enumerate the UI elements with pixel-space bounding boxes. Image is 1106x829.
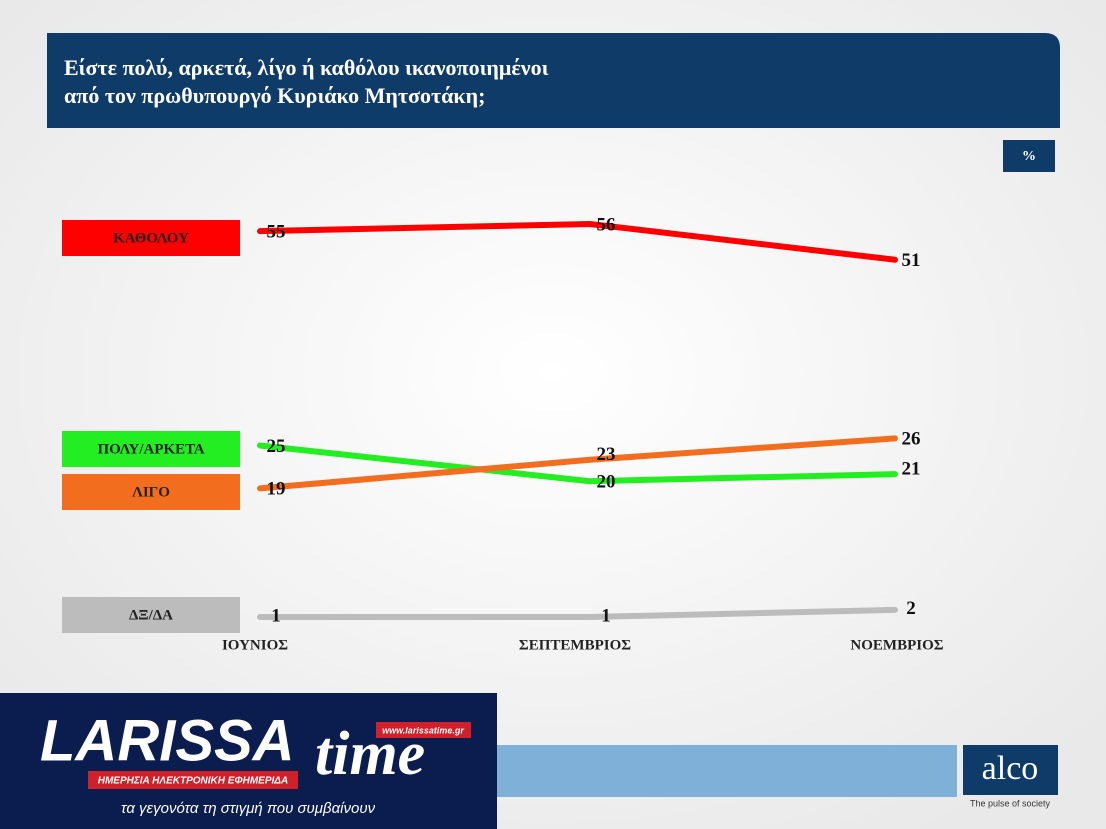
- data-label: 51: [902, 250, 921, 271]
- alco-logo: [963, 745, 1058, 795]
- x-tick-label: ΣΕΠΤΕΜΒΡΙΟΣ: [519, 637, 631, 653]
- unit-badge: [1003, 140, 1055, 172]
- x-tick-label: ΙΟΥΝΙΟΣ: [222, 637, 288, 653]
- x-tick-label: ΝΟΕΜΒΡΙΟΣ: [850, 637, 943, 653]
- slogan: τα γεγονότα τη στιγμή που συμβαίνουν: [121, 800, 376, 817]
- series-line: [257, 435, 898, 492]
- data-label: 1: [271, 605, 281, 626]
- larissa-text: LARISSA: [40, 708, 295, 773]
- banner: [88, 771, 298, 789]
- series-line: [257, 442, 898, 485]
- legend-box: [62, 597, 240, 633]
- data-label: 25: [267, 436, 286, 457]
- legend-box: [62, 431, 240, 467]
- data-label: 2: [906, 598, 916, 619]
- data-label: 55: [267, 222, 286, 243]
- url-tag: [376, 722, 471, 738]
- legend-box: [62, 474, 240, 510]
- series-line: [257, 606, 898, 620]
- unit-label: %: [1022, 149, 1036, 164]
- data-label: 23: [597, 444, 616, 465]
- legend-box: [62, 220, 240, 256]
- data-label: 20: [597, 472, 616, 493]
- title-band: [47, 33, 1060, 128]
- data-label: 26: [902, 429, 921, 450]
- chart-title: Είστε πολύ, αρκετά, λίγο ή καθόλου ικανο…: [64, 55, 549, 80]
- chart-subtitle: από τον πρωθυπουργό Κυριάκο Μητσοτάκη;: [64, 83, 485, 108]
- alco-tagline: The pulse of society: [970, 798, 1051, 808]
- alco-text: alco: [982, 750, 1039, 787]
- legend-label: ΔΞ/ΔΑ: [129, 607, 173, 623]
- url-text: www.larissatime.gr: [382, 725, 464, 735]
- legend-label: ΠΟΛΥ/ΑΡΚΕΤΑ: [97, 441, 204, 457]
- footer-bar: [495, 745, 957, 797]
- series-line: [257, 220, 898, 263]
- banner-text: ΗΜΕΡΗΣΙΑ ΗΛΕΚΤΡΟΝΙΚΗ ΕΦΗΜΕΡΙΔΑ: [98, 776, 288, 787]
- legend-label: ΛΙΓΟ: [132, 484, 170, 500]
- legend-label: ΚΑΘΟΛΟΥ: [113, 230, 189, 246]
- data-label: 21: [902, 458, 921, 479]
- larissa-logo: [0, 693, 497, 829]
- data-label: 19: [267, 479, 286, 500]
- data-label: 1: [601, 605, 611, 626]
- data-label: 56: [597, 214, 616, 235]
- plot: ΙΟΥΝΙΟΣ ΣΕΠΤΕΜΒΡΙΟΣ ΝΟΕΜΒΡΙΟΣ ΚΑΘΟΛΟΥ 55 56 51…: [62, 214, 944, 653]
